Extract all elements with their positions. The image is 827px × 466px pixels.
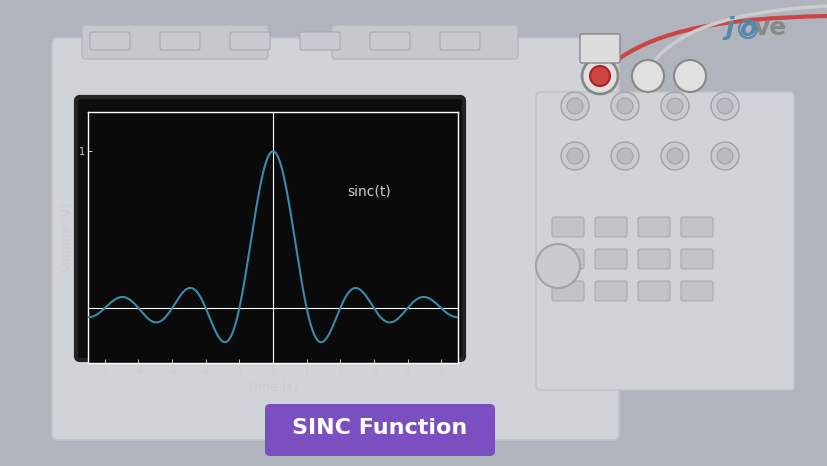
Text: ve: ve bbox=[753, 16, 786, 40]
Circle shape bbox=[561, 92, 588, 120]
Circle shape bbox=[710, 92, 739, 120]
FancyBboxPatch shape bbox=[230, 32, 270, 50]
Circle shape bbox=[660, 92, 688, 120]
FancyBboxPatch shape bbox=[595, 217, 626, 237]
Circle shape bbox=[673, 60, 705, 92]
Circle shape bbox=[716, 148, 732, 164]
FancyBboxPatch shape bbox=[439, 32, 480, 50]
Circle shape bbox=[616, 98, 632, 114]
FancyBboxPatch shape bbox=[552, 249, 583, 269]
Circle shape bbox=[566, 148, 582, 164]
FancyBboxPatch shape bbox=[552, 217, 583, 237]
Circle shape bbox=[610, 142, 638, 170]
Circle shape bbox=[610, 92, 638, 120]
Y-axis label: Voltage (V): Voltage (V) bbox=[60, 203, 74, 272]
FancyBboxPatch shape bbox=[370, 32, 409, 50]
Text: SINC Function: SINC Function bbox=[292, 418, 467, 438]
FancyBboxPatch shape bbox=[680, 249, 712, 269]
Circle shape bbox=[710, 142, 739, 170]
Text: j: j bbox=[724, 16, 734, 40]
Circle shape bbox=[590, 66, 609, 86]
FancyBboxPatch shape bbox=[332, 25, 518, 59]
FancyBboxPatch shape bbox=[535, 92, 793, 390]
Circle shape bbox=[667, 98, 682, 114]
Circle shape bbox=[535, 244, 579, 288]
Circle shape bbox=[616, 148, 632, 164]
Circle shape bbox=[716, 98, 732, 114]
FancyBboxPatch shape bbox=[595, 249, 626, 269]
Circle shape bbox=[561, 142, 588, 170]
Circle shape bbox=[660, 142, 688, 170]
FancyBboxPatch shape bbox=[638, 217, 669, 237]
FancyBboxPatch shape bbox=[90, 32, 130, 50]
FancyBboxPatch shape bbox=[52, 38, 619, 440]
FancyBboxPatch shape bbox=[638, 281, 669, 301]
FancyBboxPatch shape bbox=[82, 25, 268, 59]
Circle shape bbox=[631, 60, 663, 92]
FancyBboxPatch shape bbox=[579, 34, 619, 63]
Circle shape bbox=[667, 148, 682, 164]
FancyBboxPatch shape bbox=[638, 249, 669, 269]
FancyBboxPatch shape bbox=[265, 404, 495, 456]
FancyBboxPatch shape bbox=[552, 281, 583, 301]
FancyBboxPatch shape bbox=[680, 217, 712, 237]
FancyBboxPatch shape bbox=[680, 281, 712, 301]
FancyBboxPatch shape bbox=[595, 281, 626, 301]
FancyBboxPatch shape bbox=[160, 32, 200, 50]
X-axis label: Time (s): Time (s) bbox=[247, 381, 299, 394]
FancyBboxPatch shape bbox=[299, 32, 340, 50]
Circle shape bbox=[581, 58, 617, 94]
Text: o: o bbox=[739, 17, 756, 41]
FancyBboxPatch shape bbox=[76, 97, 463, 360]
Circle shape bbox=[566, 98, 582, 114]
Text: sinc(t): sinc(t) bbox=[347, 184, 390, 198]
